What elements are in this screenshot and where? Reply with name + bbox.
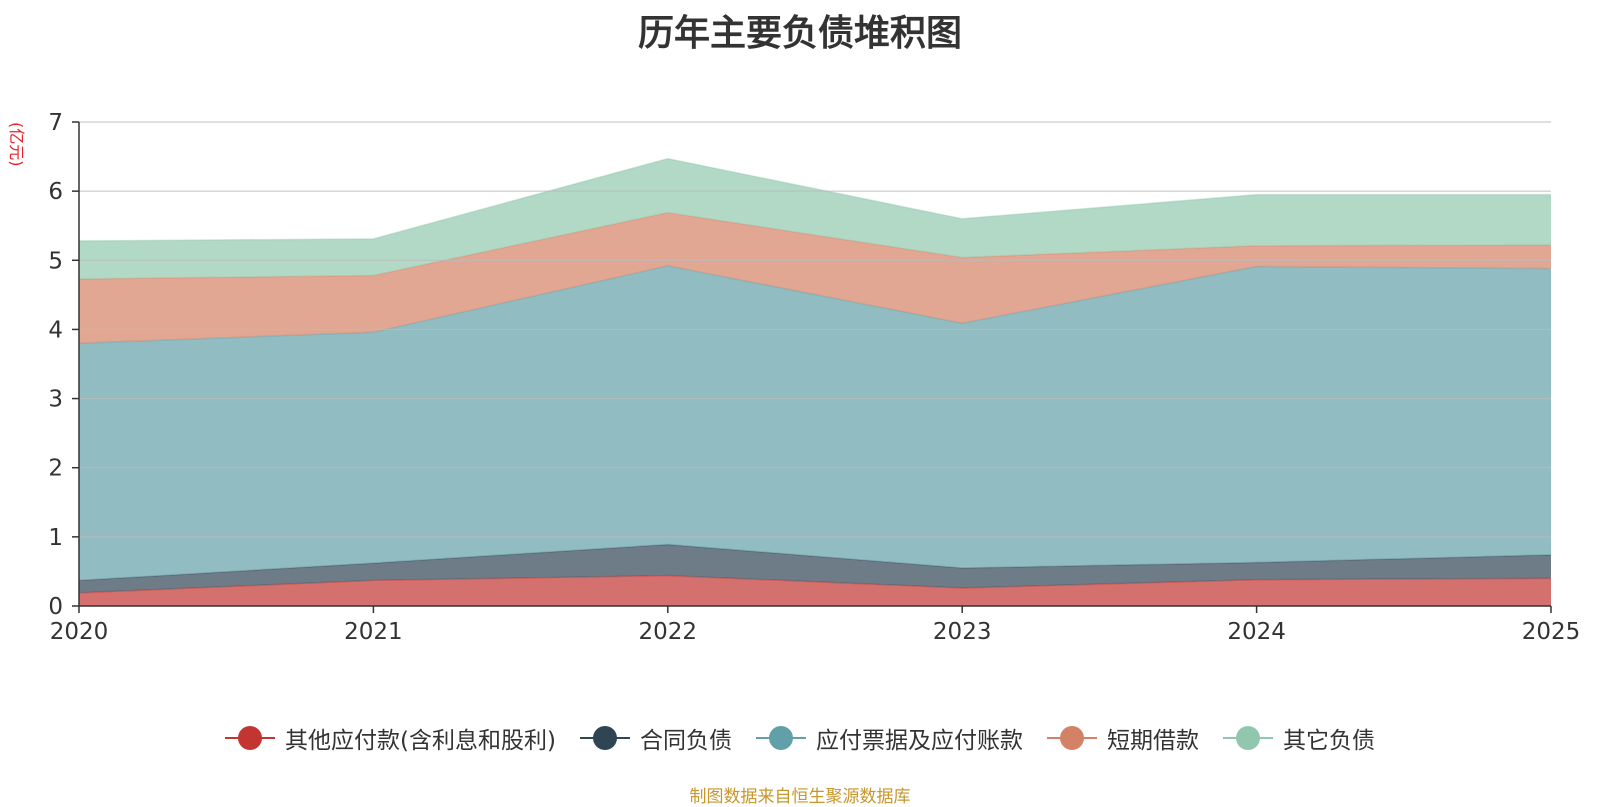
legend-item[interactable]: 应付票据及应付账款 xyxy=(755,721,1023,755)
area-series-edge-4 xyxy=(78,157,1551,242)
x-tick-label: 2025 xyxy=(1522,619,1581,645)
x-tick-label: 2023 xyxy=(933,619,992,645)
area-series-0 xyxy=(79,575,1551,606)
x-tick-label: 2024 xyxy=(1227,619,1286,645)
y-tick-label: 2 xyxy=(48,456,63,482)
legend-marker-icon xyxy=(1046,725,1097,751)
stacked-area-chart: 0 1 2 3 4 5 6 7 2020 2021 2022 2023 2024 2025 xyxy=(48,110,1581,645)
legend-marker-icon xyxy=(1222,725,1273,751)
legend-marker-icon xyxy=(755,725,806,751)
legend-label: 应付票据及应付账款 xyxy=(815,728,1023,754)
area-series-4 xyxy=(79,158,1551,279)
y-tick-label: 5 xyxy=(48,248,63,274)
legend-marker-icon xyxy=(579,725,630,751)
legend-label: 短期借款 xyxy=(1106,728,1199,754)
legend-item[interactable]: 其他应付款(含利息和股利) xyxy=(225,721,556,755)
area-series-2 xyxy=(79,265,1551,581)
x-tick-label: 2021 xyxy=(344,619,403,645)
legend-item[interactable]: 其它负债 xyxy=(1222,721,1375,755)
legend-label: 其他应付款(含利息和股利) xyxy=(285,728,556,754)
y-tick-label: 3 xyxy=(48,387,63,413)
legend-label: 其它负债 xyxy=(1282,728,1375,754)
legend-item[interactable]: 短期借款 xyxy=(1046,721,1199,755)
source-note: 制图数据来自恒生聚源数据库 xyxy=(689,787,911,807)
area-series-3 xyxy=(79,212,1551,344)
legend: 其他应付款(含利息和股利) 合同负债 应付票据及应付账款 短期借款 其它负债 xyxy=(0,720,1600,756)
legend-item[interactable]: 合同负债 xyxy=(579,721,732,755)
legend-marker-icon xyxy=(225,725,276,751)
x-tick-label: 2020 xyxy=(50,619,109,645)
y-tick-label: 1 xyxy=(48,525,63,551)
chart-title: 历年主要负债堆积图 xyxy=(637,13,962,54)
legend-label: 合同负债 xyxy=(639,728,732,754)
y-tick-label: 7 xyxy=(48,110,63,136)
y-tick-label: 6 xyxy=(48,179,63,205)
x-tick-label: 2022 xyxy=(639,619,698,645)
y-tick-label: 0 xyxy=(48,594,63,620)
area-series-1 xyxy=(79,544,1551,593)
y-tick-label: 4 xyxy=(48,317,63,343)
